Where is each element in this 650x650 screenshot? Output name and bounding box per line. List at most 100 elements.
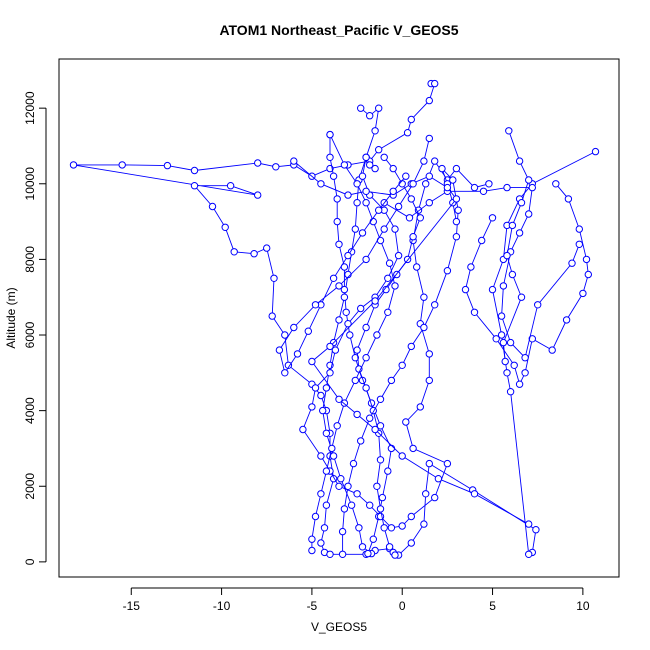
data-point (488, 285, 497, 294)
data-point (461, 285, 470, 294)
chart-title: ATOM1 Northeast_Pacific V_GEOS5 (219, 22, 458, 38)
data-point (562, 316, 571, 324)
data-point (373, 482, 381, 490)
data-point (508, 270, 517, 279)
data-point (349, 459, 358, 468)
data-point (492, 335, 500, 343)
data-point (534, 301, 542, 309)
data-point (375, 206, 383, 214)
data-point (384, 274, 392, 282)
data-point (528, 183, 536, 192)
data-point (506, 388, 515, 396)
data-point (405, 214, 414, 222)
series-line (302, 107, 490, 529)
data-point (322, 467, 331, 475)
data-point (425, 350, 433, 358)
data-point (353, 180, 361, 188)
data-point (532, 526, 540, 534)
data-point (425, 134, 433, 143)
data-point (420, 323, 428, 332)
y-tick-label: 0 (23, 558, 37, 565)
data-point (376, 395, 385, 403)
y-tick-label: 10000 (23, 167, 37, 201)
y-axis: 0 2000 4000 6000 8000 10000 12000 (23, 91, 47, 565)
data-point (304, 327, 312, 335)
data-point (499, 282, 508, 290)
data-point (454, 206, 462, 214)
data-point (398, 361, 406, 369)
data-point (362, 384, 370, 392)
data-point (508, 221, 517, 230)
data-point (299, 425, 307, 434)
data-point (272, 163, 280, 171)
data-point (505, 127, 513, 135)
data-point (402, 418, 410, 426)
series-line (465, 183, 589, 386)
data-point (263, 244, 271, 252)
data-point (326, 153, 334, 162)
data-point (270, 274, 278, 282)
data-point (358, 229, 367, 237)
data-point (366, 414, 374, 422)
data-point (407, 539, 415, 547)
data-point (326, 369, 334, 377)
data-point (290, 157, 298, 165)
data-point (528, 335, 536, 343)
data-point (326, 130, 334, 139)
data-point (369, 535, 377, 543)
data-point (308, 535, 316, 543)
x-axis-label: V_GEOS5 (311, 620, 367, 634)
data-point (591, 147, 600, 156)
data-point (582, 255, 591, 264)
data-point (333, 195, 341, 203)
data-point (431, 79, 439, 88)
data-point (443, 267, 452, 275)
data-point (517, 199, 526, 207)
data-point (320, 524, 329, 532)
series-line (502, 130, 530, 362)
data-point (517, 293, 526, 301)
data-point (443, 183, 452, 192)
data-point (221, 223, 229, 232)
data-point (317, 452, 325, 460)
data-point (226, 182, 235, 190)
data-point (382, 285, 390, 294)
data-point (387, 376, 396, 385)
data-point (322, 429, 331, 437)
data-point (387, 444, 396, 453)
data-point (416, 214, 424, 222)
data-point (190, 166, 199, 175)
y-tick-label: 8000 (23, 246, 37, 273)
y-tick-label: 6000 (23, 321, 37, 348)
data-point (497, 331, 506, 339)
data-point (366, 501, 374, 509)
data-point (308, 357, 316, 366)
data-point (515, 380, 524, 388)
data-point (413, 263, 421, 271)
data-point (268, 312, 276, 320)
data-point (425, 96, 433, 105)
data-point (384, 308, 392, 316)
data-point (385, 543, 394, 551)
data-point (328, 444, 336, 453)
data-point (443, 459, 452, 468)
data-point (69, 161, 78, 169)
series-line (278, 138, 430, 374)
data-point (420, 520, 428, 528)
data-point (322, 501, 331, 509)
data-point (335, 482, 343, 490)
data-point (506, 338, 515, 347)
data-point (342, 308, 350, 316)
series-layer (69, 79, 600, 559)
data-point (329, 172, 338, 180)
data-point (376, 456, 385, 464)
data-point (290, 323, 298, 332)
data-point (485, 180, 493, 188)
data-point (409, 233, 417, 241)
data-point (548, 346, 556, 354)
data-point (344, 251, 352, 260)
data-point (384, 467, 392, 475)
data-point (275, 346, 284, 354)
data-point (409, 180, 417, 188)
